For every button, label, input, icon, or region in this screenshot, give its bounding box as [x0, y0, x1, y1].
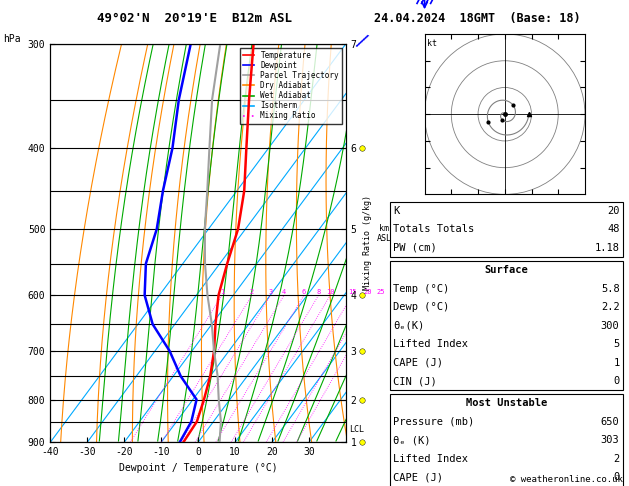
Text: hPa: hPa	[3, 34, 21, 44]
Text: Lifted Index: Lifted Index	[393, 454, 468, 464]
Text: 10: 10	[326, 289, 335, 295]
Text: 2.2: 2.2	[601, 302, 620, 312]
Text: Pressure (mb): Pressure (mb)	[393, 417, 474, 427]
Text: PW (cm): PW (cm)	[393, 243, 437, 253]
Text: 1: 1	[220, 289, 224, 295]
Text: 8: 8	[316, 289, 321, 295]
Text: 24.04.2024  18GMT  (Base: 18): 24.04.2024 18GMT (Base: 18)	[374, 12, 581, 25]
Text: 5: 5	[613, 339, 620, 349]
Text: 20: 20	[607, 206, 620, 216]
Text: © weatheronline.co.uk: © weatheronline.co.uk	[510, 474, 623, 484]
Text: 2: 2	[613, 454, 620, 464]
Text: CAPE (J): CAPE (J)	[393, 358, 443, 367]
Text: /: /	[354, 32, 369, 52]
Text: 2: 2	[250, 289, 254, 295]
Text: Temp (°C): Temp (°C)	[393, 284, 449, 294]
Text: 6: 6	[302, 289, 306, 295]
Legend: Temperature, Dewpoint, Parcel Trajectory, Dry Adiabat, Wet Adiabat, Isotherm, Mi: Temperature, Dewpoint, Parcel Trajectory…	[240, 48, 342, 123]
Text: 4: 4	[282, 289, 286, 295]
Text: 0: 0	[613, 376, 620, 386]
Text: 1.18: 1.18	[594, 243, 620, 253]
Text: 0: 0	[613, 472, 620, 482]
Text: 48: 48	[607, 225, 620, 234]
Text: 300: 300	[601, 321, 620, 330]
Text: 15: 15	[348, 289, 356, 295]
Text: 25: 25	[376, 289, 385, 295]
Text: kt: kt	[427, 39, 437, 49]
Text: 49°02'N  20°19'E  B12m ASL: 49°02'N 20°19'E B12m ASL	[97, 12, 292, 25]
Text: CAPE (J): CAPE (J)	[393, 472, 443, 482]
Text: Most Unstable: Most Unstable	[465, 399, 547, 408]
Text: 20: 20	[364, 289, 372, 295]
Text: CIN (J): CIN (J)	[393, 376, 437, 386]
Text: 1: 1	[613, 358, 620, 367]
Text: LCL: LCL	[349, 425, 364, 434]
Text: 3: 3	[269, 289, 272, 295]
Text: θₑ(K): θₑ(K)	[393, 321, 425, 330]
Text: Lifted Index: Lifted Index	[393, 339, 468, 349]
X-axis label: Dewpoint / Temperature (°C): Dewpoint / Temperature (°C)	[119, 463, 277, 473]
Text: K: K	[393, 206, 399, 216]
Text: Mixing Ratio (g/kg): Mixing Ratio (g/kg)	[364, 195, 372, 291]
Text: 5.8: 5.8	[601, 284, 620, 294]
Text: Surface: Surface	[484, 265, 528, 275]
Y-axis label: km
ASL: km ASL	[377, 224, 392, 243]
Text: 303: 303	[601, 435, 620, 445]
Text: 650: 650	[601, 417, 620, 427]
Text: θₑ (K): θₑ (K)	[393, 435, 431, 445]
Text: Dewp (°C): Dewp (°C)	[393, 302, 449, 312]
Text: Totals Totals: Totals Totals	[393, 225, 474, 234]
